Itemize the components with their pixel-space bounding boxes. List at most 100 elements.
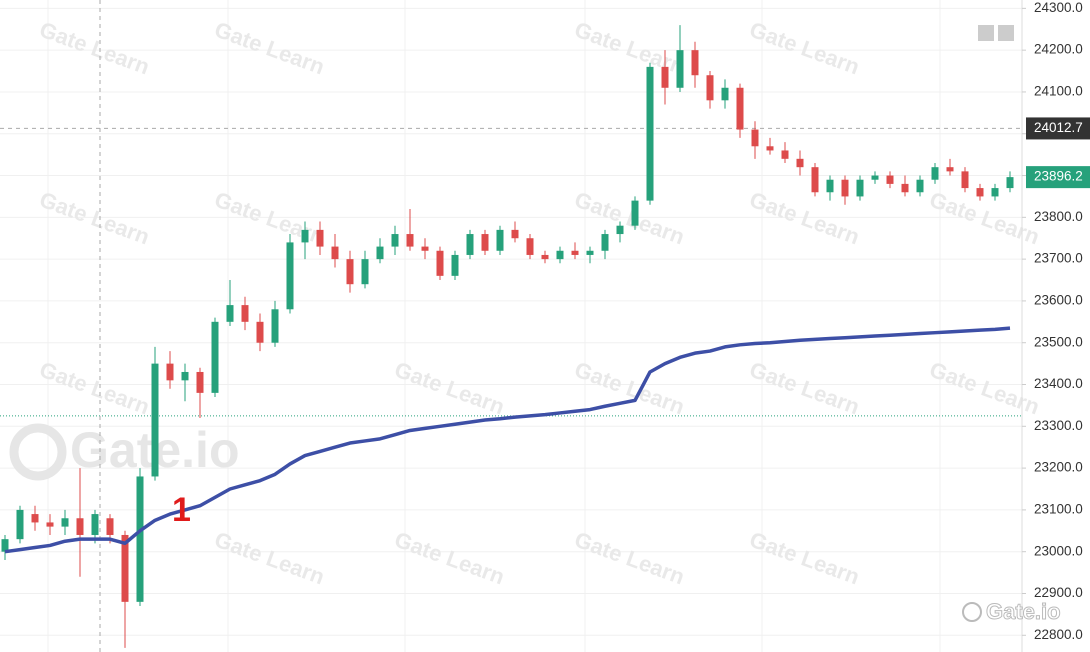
candle-body [286, 242, 294, 310]
watermark: Gate Learn [746, 527, 863, 590]
watermark: Gate Learn [36, 357, 153, 420]
candle-body [796, 158, 804, 168]
y-tick-label: 23800.0 [1034, 209, 1083, 224]
candle-body [886, 175, 894, 184]
candle-body [91, 514, 99, 535]
candle-body [121, 534, 129, 602]
candle-body [781, 150, 789, 159]
candle-body [661, 66, 669, 88]
candle-body [391, 234, 399, 247]
brand-logo-text: Gate.io [986, 599, 1061, 624]
candle-body [346, 259, 354, 285]
candle-body [196, 371, 204, 393]
candle-body [466, 234, 474, 255]
candle-body [256, 321, 264, 343]
candle-body [631, 200, 639, 226]
candle-body [616, 225, 624, 235]
candle-body [991, 188, 999, 197]
grid [0, 7, 1022, 636]
watermarks: Gate Learn Gate Learn Gate Learn Gate Le… [9, 17, 1043, 590]
candle-body [541, 254, 549, 260]
candle-body [826, 179, 834, 193]
icon [978, 25, 994, 41]
y-tick-label: 23100.0 [1034, 501, 1083, 516]
candle-body [526, 238, 534, 255]
candle-body [211, 321, 219, 393]
last-price-label: 23896.2 [1034, 169, 1083, 184]
candle-body [181, 371, 189, 381]
candle-body [496, 229, 504, 251]
brand-logo-watermark [9, 423, 67, 481]
candle-body [451, 254, 459, 276]
candle-body [841, 179, 849, 197]
candle-body [556, 250, 564, 260]
candle-body [136, 476, 144, 602]
candle-body [901, 183, 909, 193]
y-tick-label: 23400.0 [1034, 376, 1083, 391]
watermark: Gate Learn [211, 187, 328, 250]
candle-body [646, 66, 654, 201]
time-grid [47, 0, 941, 652]
candle-body [481, 234, 489, 251]
y-tick-label: 23200.0 [1034, 460, 1083, 475]
candle-body [301, 229, 309, 243]
brand-logo-icon [962, 602, 982, 622]
candle-body [76, 518, 84, 535]
candle-body [721, 87, 729, 101]
watermark: Gate Learn [36, 187, 153, 250]
candle-body [916, 179, 924, 193]
candle-body [751, 129, 759, 147]
candle-body [151, 363, 159, 477]
candle-body [586, 250, 594, 255]
candle-body [31, 514, 39, 523]
candle-body [361, 259, 369, 285]
candle-body [16, 509, 24, 540]
candle-body [976, 188, 984, 197]
watermark: Gate Learn [391, 527, 508, 590]
candle-body [736, 87, 744, 130]
watermark: Gate Learn [571, 527, 688, 590]
icon [998, 25, 1014, 41]
candle-body [706, 75, 714, 101]
y-tick-label: 24100.0 [1034, 84, 1083, 99]
last-price-label-bg [1026, 166, 1090, 189]
candle-body [676, 50, 684, 88]
candle-body [61, 518, 69, 527]
watermark: Gate Learn [926, 357, 1043, 420]
plot [1, 25, 1014, 648]
watermark: Gate Learn [926, 187, 1043, 250]
y-tick-label: 23000.0 [1034, 543, 1083, 558]
candle-body [1006, 177, 1014, 189]
candle-body [241, 305, 249, 322]
candle-body [766, 146, 774, 151]
y-tick-label: 23300.0 [1034, 418, 1083, 433]
watermark: Gate Learn [746, 357, 863, 420]
watermark: Gate Learn [746, 17, 863, 80]
candle-body [511, 229, 519, 239]
candle-body [226, 305, 234, 322]
crosshair-label-bg [1026, 117, 1090, 140]
y-tick-label: 23500.0 [1034, 334, 1083, 349]
candle-body [871, 175, 879, 180]
watermark: Gate Learn [571, 17, 688, 80]
y-tick-label: 22900.0 [1034, 585, 1083, 600]
crosshair-label: 24012.7 [1034, 120, 1083, 135]
watermark: Gate Learn [571, 187, 688, 250]
toolbar-icons [978, 25, 1014, 41]
candle-body [46, 522, 54, 527]
candle-body [166, 363, 174, 381]
candle-body [931, 167, 939, 180]
watermark: Gate Learn [211, 527, 328, 590]
candle-body [961, 171, 969, 189]
y-tick-label: 22800.0 [1034, 627, 1083, 642]
y-tick-label: 23600.0 [1034, 292, 1083, 307]
candle-body [571, 250, 579, 255]
candle-body [271, 309, 279, 343]
y-tick-label: 23700.0 [1034, 251, 1083, 266]
candle-body [856, 179, 864, 197]
watermark: Gate Learn [36, 17, 153, 80]
candle-body [331, 246, 339, 260]
candle-body [1, 539, 9, 552]
